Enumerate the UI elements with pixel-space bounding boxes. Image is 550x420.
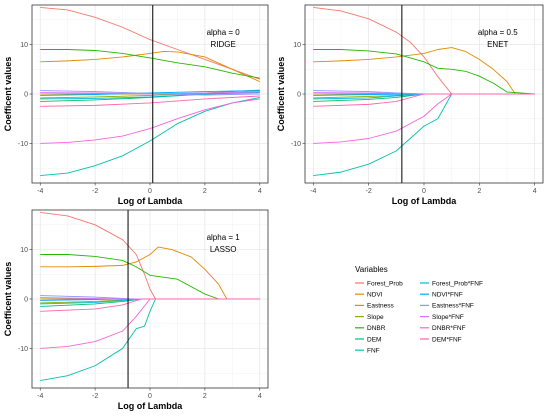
legend-label-slope: Slope bbox=[367, 314, 384, 321]
series-line-fnf bbox=[313, 93, 535, 177]
y-axis-title: Coefficent values bbox=[3, 262, 13, 337]
series-line-dem-fnf bbox=[40, 298, 260, 312]
series-line-dnbr bbox=[313, 49, 535, 95]
x-tick-label: 2 bbox=[477, 188, 481, 195]
series-line-fnf bbox=[40, 298, 260, 382]
series-line-ndvi bbox=[40, 246, 260, 300]
series-line-dnbr-fnf bbox=[313, 93, 535, 144]
series-line-slope bbox=[40, 89, 260, 99]
model-annotation: ENET bbox=[487, 40, 508, 49]
x-tick-label: 4 bbox=[258, 393, 262, 400]
y-tick-label: 10 bbox=[20, 42, 28, 49]
x-tick-label: 0 bbox=[148, 393, 152, 400]
legend-label-forest-prob: Forest_Prob bbox=[367, 280, 403, 287]
series-line-dem-fnf bbox=[313, 93, 535, 107]
chart-panel-2: -4 -2 0 2 4 -10 0 10 Log of Lambda Coefficent val… bbox=[276, 4, 544, 206]
x-tick-label: -4 bbox=[310, 188, 316, 195]
series-line-ndvi bbox=[313, 47, 535, 95]
x-axis-title: Log of Lambda bbox=[392, 196, 457, 206]
x-tick-label: 4 bbox=[533, 188, 537, 195]
x-axis-title: Log of Lambda bbox=[118, 196, 183, 206]
legend-label-ndvi-fnf: NDVI*FNF bbox=[432, 292, 463, 299]
x-tick-label: 2 bbox=[203, 188, 207, 195]
legend-label-ndvi: NDVI bbox=[367, 292, 383, 299]
x-tick-label: -2 bbox=[92, 393, 98, 400]
x-tick-label: -2 bbox=[366, 188, 372, 195]
legend-title: Variables bbox=[355, 265, 388, 274]
x-tick-label: -2 bbox=[92, 188, 98, 195]
series-line-eastness-fnf bbox=[40, 90, 260, 96]
alpha-annotation: alpha = 0.5 bbox=[478, 28, 518, 37]
x-tick-label: -4 bbox=[37, 188, 43, 195]
legend-label-dnbr-fnf: DNBR*FNF bbox=[432, 325, 466, 332]
chart-panel-3: -4 -2 0 2 4 -10 0 10 Log of Lambda Coefficent val… bbox=[3, 209, 269, 411]
legend-label-forest-prob-fnf: Forest_Prob*FNF bbox=[432, 280, 483, 287]
alpha-annotation: alpha = 1 bbox=[207, 233, 241, 242]
y-axis-title: Coefficent values bbox=[3, 57, 13, 132]
y-axis-title: Coefficent values bbox=[276, 57, 286, 132]
x-tick-label: 0 bbox=[422, 188, 426, 195]
x-tick-label: 2 bbox=[203, 393, 207, 400]
y-tick-label: 10 bbox=[293, 42, 301, 49]
x-tick-label: 0 bbox=[148, 188, 152, 195]
y-tick-label: 0 bbox=[24, 92, 28, 99]
series-line-ndvi-fnf bbox=[40, 90, 260, 96]
x-tick-label: 4 bbox=[258, 188, 262, 195]
series-line-forest-prob bbox=[40, 212, 260, 300]
legend-label-fnf: FNF bbox=[367, 348, 380, 355]
y-tick-label: -10 bbox=[291, 141, 301, 148]
series-line-slope-fnf bbox=[40, 91, 260, 95]
series-line-ndvi bbox=[40, 51, 260, 83]
series-line-forest-prob bbox=[40, 7, 260, 80]
x-axis-title: Log of Lambda bbox=[118, 401, 183, 411]
model-annotation: RIDGE bbox=[210, 40, 235, 49]
legend-label-eastness-fnf: Eastness*FNF bbox=[432, 303, 474, 310]
series-line-forest-prob-fnf bbox=[40, 92, 260, 100]
series-line-dnbr bbox=[40, 49, 260, 79]
series-line-fnf bbox=[40, 97, 260, 177]
alpha-annotation: alpha = 0 bbox=[207, 28, 241, 37]
series-line-dnbr-fnf bbox=[40, 98, 260, 144]
legend: Variables Forest_Prob NDVI Eastness Slope DNB… bbox=[355, 265, 483, 355]
model-annotation: LASSO bbox=[210, 245, 237, 254]
legend-label-slope-fnf: Slope*FNF bbox=[432, 314, 464, 321]
series-line-dnbr bbox=[40, 254, 260, 300]
y-tick-label: -10 bbox=[18, 141, 28, 148]
legend-label-dem: DEM bbox=[367, 336, 381, 343]
legend-label-eastness: Eastness bbox=[367, 303, 394, 310]
x-tick-label: -4 bbox=[37, 393, 43, 400]
y-tick-label: -10 bbox=[18, 346, 28, 353]
y-tick-label: 0 bbox=[24, 297, 28, 304]
y-tick-label: 0 bbox=[297, 92, 301, 99]
legend-label-dnbr: DNBR bbox=[367, 325, 386, 332]
chart-panel-1: -4 -2 0 2 4 -10 0 10 Log of Lambda Coefficent val… bbox=[3, 4, 269, 206]
legend-label-dem-fnf: DEM*FNF bbox=[432, 336, 462, 343]
y-tick-label: 10 bbox=[20, 247, 28, 254]
series-line-dem-fnf bbox=[40, 95, 260, 107]
